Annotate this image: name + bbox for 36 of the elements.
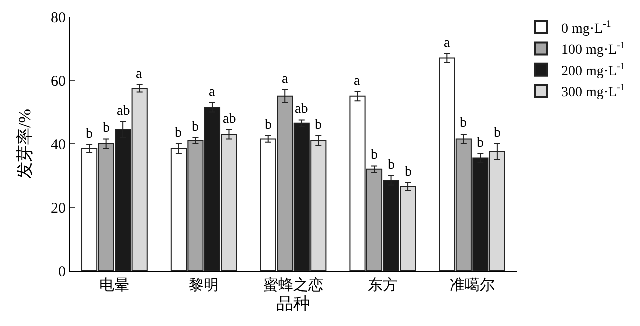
- data-label: b: [265, 118, 272, 133]
- data-label: b: [315, 118, 322, 133]
- x-axis-title: 品种: [276, 294, 310, 314]
- data-label: a: [136, 67, 143, 82]
- data-label: a: [282, 72, 289, 87]
- data-label: b: [494, 126, 501, 141]
- legend-label: 0 mg·L$^{-1}$: [561, 19, 612, 37]
- y-tick-label: 40: [51, 137, 66, 154]
- y-axis-title: 发芽率/%: [16, 109, 35, 179]
- data-label: ab: [117, 104, 130, 119]
- data-label: a: [209, 85, 216, 100]
- data-label: b: [388, 158, 395, 173]
- data-label: b: [460, 116, 467, 131]
- x-tick-label: 准噶尔: [450, 277, 495, 294]
- data-label: ab: [295, 102, 308, 117]
- data-label: a: [354, 74, 361, 89]
- x-tick-label: 蜜蜂之恋: [264, 277, 324, 294]
- data-label: b: [175, 126, 182, 141]
- data-label: b: [103, 121, 110, 136]
- x-tick-label: 电晕: [100, 277, 130, 294]
- y-tick-label: 0: [58, 264, 66, 280]
- data-label: b: [86, 127, 93, 142]
- legend-label: 200 mg·L$^{-1}$: [561, 62, 626, 80]
- data-label: b: [477, 136, 484, 151]
- data-label: ab: [223, 112, 236, 127]
- data-label: a: [444, 36, 451, 51]
- legend-label: 100 mg·L$^{-1}$: [561, 40, 626, 58]
- y-tick-label: 80: [51, 10, 66, 26]
- data-label: b: [192, 120, 199, 135]
- y-tick-label: 20: [51, 200, 66, 217]
- x-tick-label: 黎明: [189, 277, 220, 294]
- y-tick-label: 60: [51, 74, 66, 90]
- data-label: b: [371, 148, 378, 163]
- legend-label: 300 mg·L$^{-1}$: [561, 82, 626, 101]
- x-tick-label: 东方: [368, 277, 398, 294]
- data-label: b: [405, 165, 412, 180]
